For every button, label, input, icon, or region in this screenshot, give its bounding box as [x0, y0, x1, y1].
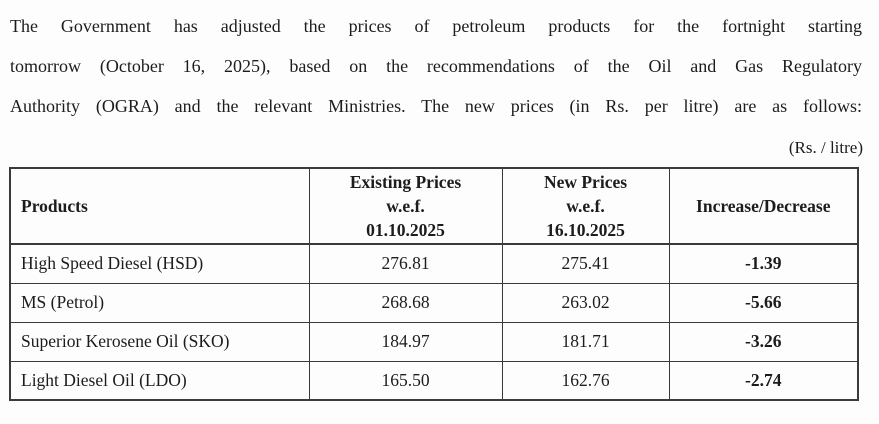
new-price: 275.41 [501, 243, 670, 284]
intro-paragraph: The Government has adjusted the prices o… [0, 4, 879, 126]
new-price: 162.76 [501, 360, 670, 401]
price-change: -2.74 [668, 360, 859, 401]
table-header-row: Products Existing Prices w.e.f. 01.10.20… [9, 167, 859, 245]
header-increase-decrease: Increase/Decrease [668, 167, 859, 245]
header-products: Products [9, 167, 310, 245]
new-price: 263.02 [501, 282, 670, 323]
existing-price: 184.97 [308, 321, 503, 362]
product-name: Superior Kerosene Oil (SKO) [9, 321, 310, 362]
existing-price: 276.81 [308, 243, 503, 284]
price-change: -1.39 [668, 243, 859, 284]
product-name: MS (Petrol) [9, 282, 310, 323]
price-table: Products Existing Prices w.e.f. 01.10.20… [9, 167, 859, 401]
header-new-prices: New Prices w.e.f. 16.10.2025 [501, 167, 670, 245]
unit-label: (Rs. / litre) [788, 138, 863, 157]
price-change: -3.26 [668, 321, 859, 362]
table-row-ldo: Light Diesel Oil (LDO) 165.50 162.76 -2.… [9, 360, 859, 401]
existing-price: 165.50 [308, 360, 503, 401]
product-name: Light Diesel Oil (LDO) [9, 360, 310, 401]
table-row-sko: Superior Kerosene Oil (SKO) 184.97 181.7… [9, 321, 859, 362]
existing-price: 268.68 [308, 282, 503, 323]
paragraph-line-3: Authority (OGRA) and the relevant Minist… [10, 96, 862, 116]
table-row-petrol: MS (Petrol) 268.68 263.02 -5.66 [9, 282, 859, 323]
product-name: High Speed Diesel (HSD) [9, 243, 310, 284]
price-change: -5.66 [668, 282, 859, 323]
paragraph-line-1: The Government has adjusted the prices o… [10, 16, 862, 36]
table-row-hsd: High Speed Diesel (HSD) 276.81 275.41 -1… [9, 243, 859, 284]
new-price: 181.71 [501, 321, 670, 362]
header-existing-prices: Existing Prices w.e.f. 01.10.2025 [308, 167, 503, 245]
paragraph-line-2: tomorrow (October 16, 2025), based on th… [10, 56, 862, 76]
